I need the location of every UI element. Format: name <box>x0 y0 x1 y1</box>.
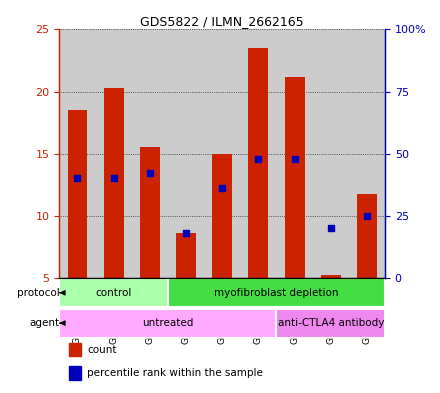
Bar <box>212 154 232 277</box>
Bar <box>95 29 132 277</box>
Bar <box>168 29 204 277</box>
Point <box>327 225 334 231</box>
Text: anti-CTLA4 antibody: anti-CTLA4 antibody <box>278 318 384 328</box>
Bar <box>176 233 196 277</box>
Point <box>291 155 298 162</box>
Text: protocol: protocol <box>17 288 60 298</box>
Bar <box>68 110 88 277</box>
Bar <box>59 309 276 338</box>
Bar <box>357 195 377 277</box>
Bar <box>240 29 276 277</box>
Bar <box>313 29 349 277</box>
Bar <box>69 366 81 380</box>
Bar <box>313 277 349 286</box>
Bar <box>168 277 204 286</box>
Bar <box>132 29 168 277</box>
Point <box>74 175 81 182</box>
Bar <box>276 277 313 286</box>
Bar <box>204 29 240 277</box>
Text: myofibroblast depletion: myofibroblast depletion <box>214 288 339 298</box>
Point <box>363 213 370 219</box>
Point <box>255 155 262 162</box>
Bar <box>132 277 168 286</box>
Bar <box>249 48 268 277</box>
Text: percentile rank within the sample: percentile rank within the sample <box>87 368 263 378</box>
Bar <box>140 147 160 277</box>
Bar <box>104 88 124 277</box>
Bar <box>59 29 95 277</box>
Bar <box>276 29 313 277</box>
Bar <box>285 77 304 277</box>
Bar <box>168 278 385 307</box>
Point <box>219 185 226 191</box>
Bar <box>95 277 132 286</box>
Bar <box>69 343 81 356</box>
Bar <box>59 278 168 307</box>
Point <box>147 170 154 176</box>
Text: untreated: untreated <box>142 318 194 328</box>
Bar <box>276 309 385 338</box>
Bar <box>204 277 240 286</box>
Bar <box>321 275 341 277</box>
Text: agent: agent <box>29 318 60 328</box>
Bar <box>349 277 385 286</box>
Bar <box>240 277 276 286</box>
Point <box>183 230 190 236</box>
Bar <box>59 277 95 286</box>
Text: control: control <box>95 288 132 298</box>
Text: count: count <box>87 345 117 354</box>
Point <box>110 175 117 182</box>
Title: GDS5822 / ILMN_2662165: GDS5822 / ILMN_2662165 <box>140 15 304 28</box>
Bar <box>349 29 385 277</box>
